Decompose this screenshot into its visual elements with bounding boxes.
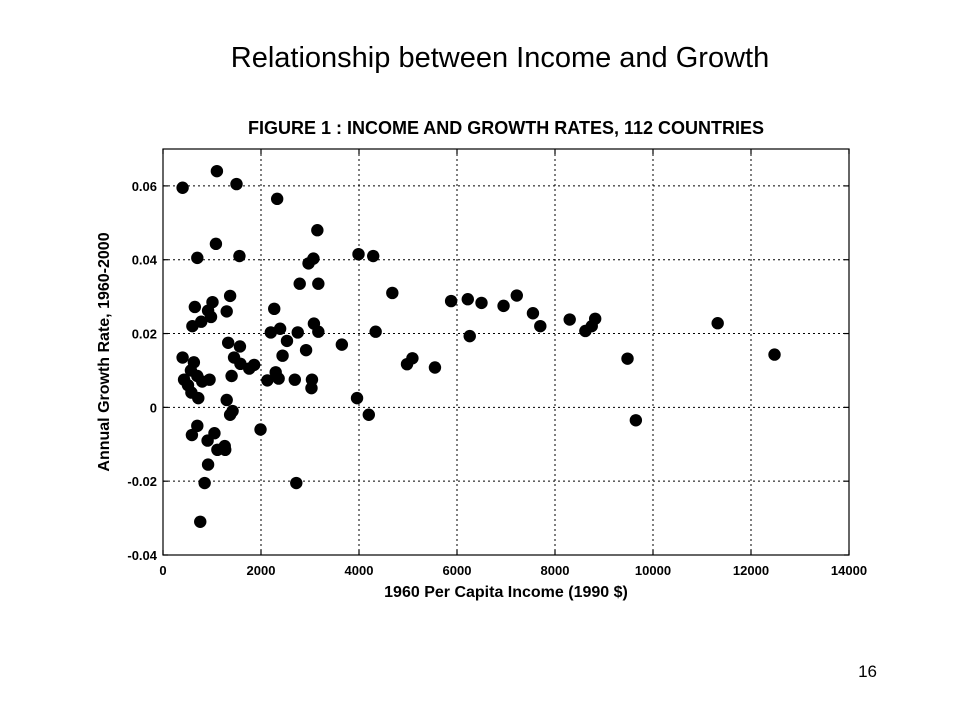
data-points: [176, 164, 781, 528]
data-point: [350, 391, 364, 405]
data-point: [711, 317, 724, 330]
x-tick-label: 0: [159, 563, 166, 578]
data-point: [444, 294, 458, 308]
data-point: [176, 181, 189, 194]
data-point: [629, 414, 643, 427]
data-point: [335, 338, 349, 351]
x-tick-label: 10000: [635, 563, 671, 578]
data-point: [400, 357, 414, 371]
data-point: [369, 325, 382, 338]
y-tick-label: 0.04: [132, 253, 158, 268]
data-point: [270, 192, 284, 206]
data-point: [185, 428, 199, 442]
data-point: [203, 373, 216, 386]
y-tick-label: 0: [150, 400, 157, 415]
data-point: [312, 277, 325, 290]
y-tick-label: -0.04: [127, 548, 157, 563]
slide-title: Relationship between Income and Growth: [230, 42, 770, 74]
data-point: [225, 369, 238, 383]
data-point: [187, 356, 201, 369]
data-point: [230, 177, 243, 191]
data-point: [288, 373, 302, 386]
data-point: [352, 247, 365, 261]
data-point: [768, 348, 781, 361]
data-point: [272, 372, 285, 385]
y-tick-label: -0.02: [127, 474, 157, 489]
y-tick-label: 0.06: [132, 179, 157, 194]
data-point: [290, 476, 303, 490]
data-point: [233, 249, 246, 263]
data-point: [367, 249, 380, 263]
data-point: [305, 381, 318, 395]
page-number: 16: [858, 662, 877, 681]
chart-title: FIGURE 1 : INCOME AND GROWTH RATES, 112 …: [248, 118, 764, 138]
x-tick-label: 14000: [831, 563, 867, 578]
data-point: [276, 349, 289, 362]
grid-lines: [163, 149, 849, 555]
data-point: [188, 300, 202, 314]
data-point: [302, 257, 315, 270]
y-axis-label: Annual Growth Rate, 1960-2000: [96, 232, 113, 471]
data-point: [221, 336, 235, 349]
data-point: [220, 305, 233, 318]
data-point: [210, 164, 224, 178]
data-point: [268, 302, 281, 316]
data-point: [211, 443, 224, 457]
x-axis-label: 1960 Per Capita Income (1990 $): [384, 584, 628, 601]
data-point: [291, 326, 304, 339]
data-point: [243, 362, 256, 375]
y-tick-label: 0.02: [132, 327, 157, 342]
data-point: [526, 307, 540, 320]
data-point: [311, 224, 324, 237]
data-point: [176, 351, 189, 364]
data-point: [198, 476, 211, 490]
data-point: [191, 251, 204, 265]
data-point: [209, 237, 223, 251]
data-point: [192, 391, 205, 405]
x-tick-label: 6000: [443, 563, 472, 578]
data-point: [621, 352, 634, 365]
data-point: [463, 329, 476, 343]
x-tick-label: 2000: [247, 563, 276, 578]
data-point: [264, 326, 277, 339]
data-point: [299, 343, 313, 357]
x-tick-label: 4000: [345, 563, 374, 578]
data-point: [194, 515, 207, 528]
data-point: [475, 296, 488, 310]
data-point: [223, 408, 237, 421]
data-point: [428, 361, 442, 374]
data-point: [201, 458, 215, 471]
data-point: [497, 299, 510, 313]
axis-ticks: 0 2000 4000 6000 8000 10000 12000 14000 -0.04 -0.…: [127, 149, 867, 578]
data-point: [461, 293, 474, 306]
data-point: [312, 325, 325, 338]
data-point: [534, 319, 547, 333]
data-point: [261, 374, 274, 387]
data-point: [362, 408, 375, 421]
data-point: [510, 289, 523, 302]
data-point: [563, 313, 576, 326]
data-point: [386, 286, 399, 300]
plot-frame: [162, 148, 850, 556]
data-point: [280, 334, 294, 348]
data-point: [293, 277, 306, 290]
data-point: [201, 434, 214, 447]
data-point: [223, 289, 237, 303]
data-point: [588, 312, 602, 325]
data-point: [220, 393, 233, 407]
data-point: [233, 340, 247, 353]
data-point: [186, 319, 199, 333]
data-point: [191, 419, 204, 433]
x-tick-label: 8000: [541, 563, 570, 578]
data-point: [204, 310, 218, 324]
x-tick-label: 12000: [733, 563, 769, 578]
data-point: [254, 423, 267, 436]
data-point: [273, 322, 287, 335]
